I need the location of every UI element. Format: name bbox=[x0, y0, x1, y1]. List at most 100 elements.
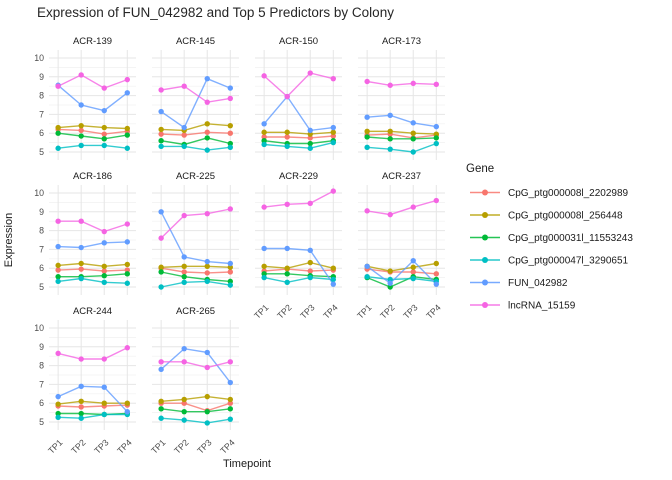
data-point-lncRNA_15159 bbox=[124, 76, 130, 83]
x-tick-label: TP4 bbox=[115, 437, 134, 456]
legend-label: CpG_ptg000047l_3290651 bbox=[508, 256, 629, 267]
data-point-FUN_042982 bbox=[330, 124, 336, 131]
data-point-CpG_ptg000008l_256448 bbox=[124, 125, 130, 132]
x-tick-label: TP1 bbox=[46, 437, 65, 456]
data-point-CpG_ptg000008l_2202989 bbox=[124, 267, 130, 273]
data-point-CpG_ptg000008l_2202989 bbox=[307, 268, 313, 274]
data-point-FUN_042982 bbox=[307, 127, 313, 134]
series-line-CpG_ptg000031l_11553243 bbox=[264, 273, 334, 278]
strip-label: ACR-186 bbox=[73, 171, 112, 182]
data-point-CpG_ptg000008l_256448 bbox=[284, 265, 290, 271]
data-point-CpG_ptg000031l_11553243 bbox=[433, 135, 439, 141]
data-point-CpG_ptg000008l_2202989 bbox=[204, 129, 210, 135]
data-point-FUN_042982 bbox=[101, 384, 107, 390]
x-tick-label: TP2 bbox=[275, 302, 294, 321]
x-tick-label: TP1 bbox=[355, 302, 374, 321]
data-point-CpG_ptg000047l_3290651 bbox=[204, 147, 210, 153]
data-point-CpG_ptg000047l_3290651 bbox=[78, 275, 84, 282]
data-point-lncRNA_15159 bbox=[204, 99, 210, 105]
facet-data bbox=[261, 70, 336, 151]
series-line-lncRNA_15159 bbox=[161, 361, 231, 369]
legend-key-point bbox=[482, 212, 488, 218]
data-point-CpG_ptg000047l_3290651 bbox=[124, 280, 130, 286]
x-tick-label: TP1 bbox=[149, 437, 168, 456]
x-tick-label: TP4 bbox=[424, 302, 443, 321]
data-point-CpG_ptg000008l_2202989 bbox=[433, 271, 439, 277]
data-point-FUN_042982 bbox=[78, 383, 84, 389]
data-point-CpG_ptg000031l_11553243 bbox=[55, 273, 61, 280]
data-point-lncRNA_15159 bbox=[330, 75, 336, 82]
data-point-CpG_ptg000008l_2202989 bbox=[181, 269, 187, 275]
data-point-lncRNA_15159 bbox=[158, 235, 164, 241]
series-line-CpG_ptg000031l_11553243 bbox=[160, 271, 231, 283]
data-point-CpG_ptg000008l_256448 bbox=[78, 260, 84, 267]
data-point-CpG_ptg000008l_256448 bbox=[158, 398, 164, 405]
x-tick-label: TP2 bbox=[172, 437, 191, 456]
data-point-CpG_ptg000031l_11553243 bbox=[55, 410, 61, 417]
data-point-CpG_ptg000008l_256448 bbox=[330, 129, 336, 135]
data-point-CpG_ptg000031l_11553243 bbox=[124, 271, 130, 277]
y-tick-label: 10 bbox=[34, 188, 44, 198]
data-point-CpG_ptg000008l_256448 bbox=[181, 263, 187, 270]
data-point-CpG_ptg000008l_256448 bbox=[204, 393, 210, 400]
facet-data bbox=[364, 197, 439, 290]
legend-entry: lncRNA_15159 bbox=[470, 301, 576, 312]
data-point-CpG_ptg000008l_256448 bbox=[227, 122, 233, 129]
series-line-FUN_042982 bbox=[160, 347, 231, 383]
data-point-CpG_ptg000008l_2202989 bbox=[307, 135, 313, 141]
series-line-lncRNA_15159 bbox=[366, 199, 437, 216]
data-point-CpG_ptg000008l_256448 bbox=[158, 126, 164, 133]
data-point-FUN_042982 bbox=[387, 112, 393, 119]
data-point-FUN_042982 bbox=[433, 281, 439, 287]
data-point-CpG_ptg000008l_256448 bbox=[181, 396, 187, 403]
data-point-CpG_ptg000008l_2202989 bbox=[227, 269, 233, 275]
data-point-CpG_ptg000047l_3290651 bbox=[410, 275, 416, 282]
series-line-FUN_042982 bbox=[57, 385, 128, 413]
data-point-CpG_ptg000031l_11553243 bbox=[101, 136, 107, 142]
y-tick-label: 10 bbox=[34, 323, 44, 333]
series-line-FUN_042982 bbox=[160, 211, 231, 265]
data-point-CpG_ptg000008l_2202989 bbox=[55, 267, 61, 273]
data-point-CpG_ptg000047l_3290651 bbox=[284, 143, 290, 150]
data-point-lncRNA_15159 bbox=[204, 210, 210, 217]
data-point-lncRNA_15159 bbox=[261, 73, 267, 79]
data-point-FUN_042982 bbox=[284, 245, 290, 252]
data-point-CpG_ptg000031l_11553243 bbox=[158, 138, 164, 144]
x-tick-label: TP1 bbox=[252, 302, 271, 321]
x-tick-label: TP4 bbox=[218, 437, 237, 456]
data-point-CpG_ptg000047l_3290651 bbox=[55, 278, 61, 285]
data-point-FUN_042982 bbox=[261, 245, 267, 252]
series-line-CpG_ptg000008l_256448 bbox=[366, 262, 437, 272]
data-point-lncRNA_15159 bbox=[227, 206, 233, 212]
data-point-FUN_042982 bbox=[158, 108, 164, 115]
data-point-lncRNA_15159 bbox=[181, 83, 187, 89]
series-line-CpG_ptg000047l_3290651 bbox=[58, 413, 128, 419]
legend-label: CpG_ptg000008l_2202989 bbox=[508, 188, 629, 199]
data-point-CpG_ptg000008l_256448 bbox=[227, 396, 233, 403]
data-point-CpG_ptg000047l_3290651 bbox=[284, 279, 290, 285]
y-tick-label: 7 bbox=[39, 244, 44, 254]
facet-data bbox=[158, 345, 233, 426]
facet-ACR-186: ACR-186 5 6 7 8 9 10 bbox=[34, 171, 136, 295]
series-line-FUN_042982 bbox=[160, 77, 231, 129]
series-line-CpG_ptg000008l_2202989 bbox=[264, 135, 334, 139]
series-line-CpG_ptg000008l_2202989 bbox=[160, 267, 231, 274]
data-point-FUN_042982 bbox=[78, 244, 84, 251]
data-point-FUN_042982 bbox=[227, 85, 233, 91]
facet-data bbox=[55, 72, 130, 151]
series-line-CpG_ptg000008l_2202989 bbox=[161, 402, 231, 412]
legend-entry: CpG_ptg000031l_11553243 bbox=[470, 233, 633, 244]
data-point-lncRNA_15159 bbox=[181, 359, 187, 365]
legend-entry: CpG_ptg000008l_2202989 bbox=[470, 188, 629, 199]
data-point-CpG_ptg000031l_11553243 bbox=[101, 273, 107, 279]
data-point-lncRNA_15159 bbox=[284, 93, 290, 100]
data-point-lncRNA_15159 bbox=[261, 204, 267, 210]
data-point-lncRNA_15159 bbox=[410, 80, 416, 87]
data-point-CpG_ptg000031l_11553243 bbox=[284, 271, 290, 277]
data-point-FUN_042982 bbox=[55, 243, 61, 250]
legend-key-point bbox=[482, 279, 488, 286]
data-point-CpG_ptg000008l_256448 bbox=[261, 129, 267, 135]
data-point-FUN_042982 bbox=[227, 260, 233, 267]
series-line-CpG_ptg000008l_256448 bbox=[58, 400, 128, 405]
data-point-CpG_ptg000047l_3290651 bbox=[158, 143, 164, 150]
